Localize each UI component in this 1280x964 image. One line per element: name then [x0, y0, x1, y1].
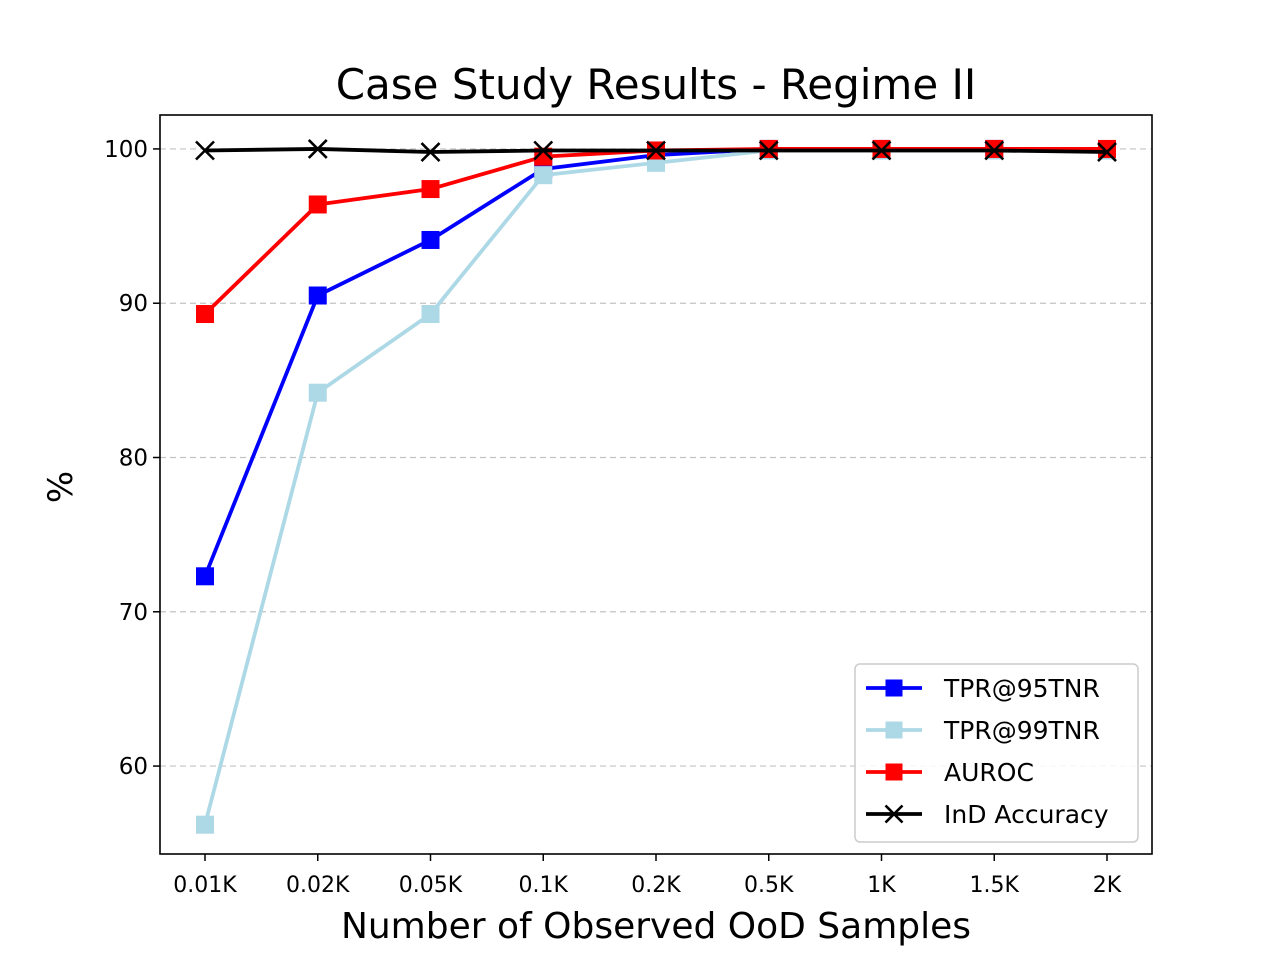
y-tick-label: 60: [119, 754, 148, 780]
data-point: [421, 305, 440, 324]
legend-marker: [884, 804, 904, 824]
data-point: [534, 166, 553, 185]
x-axis: 0.01K 0.02K 0.05K 0.1K 0.2K 0.5K 1K 1.5K 2K: [173, 854, 1122, 898]
series-tpr-95tnr: [196, 139, 1116, 586]
series-ind-accuracy: [195, 139, 1117, 162]
data-point: [1097, 142, 1117, 162]
legend-marker: [885, 721, 903, 739]
x-tick-label: 0.02K: [286, 873, 350, 898]
legend-marker: [885, 679, 903, 697]
legend: TPR@95TNR TPR@99TNR AUROC InD Accuracy: [854, 663, 1139, 843]
data-point: [984, 140, 1005, 161]
data-point: [421, 180, 440, 199]
y-axis-label: %: [41, 471, 81, 503]
x-tick-label: 2K: [1093, 873, 1122, 898]
data-point: [307, 139, 328, 159]
x-tick-label: 0.05K: [399, 873, 463, 898]
marker-stroke: [195, 140, 215, 161]
data-point: [871, 140, 892, 161]
data-point: [196, 815, 214, 834]
chart-title: Case Study Results - Regime II: [336, 60, 977, 109]
marker-stroke: [884, 804, 904, 824]
marker-stroke: [533, 140, 554, 161]
legend-label: InD Accuracy: [944, 800, 1109, 829]
legend-marker: [885, 763, 903, 781]
data-point: [308, 195, 327, 214]
x-tick-label: 0.1K: [519, 873, 569, 898]
data-point: [196, 305, 214, 324]
marker-stroke: [646, 140, 666, 161]
data-point: [195, 140, 215, 161]
x-tick-label: 1K: [867, 873, 896, 898]
legend-label: TPR@95TNR: [943, 674, 1100, 703]
series-line: [203, 147, 1107, 316]
x-tick-label: 1.5K: [970, 873, 1020, 898]
data-point: [421, 230, 440, 249]
marker-stroke: [758, 140, 779, 161]
series-group: [195, 139, 1117, 834]
data-point: [196, 567, 214, 586]
y-axis: 60 70 80 90 100: [104, 137, 160, 780]
data-point: [1098, 139, 1116, 158]
marker-stroke: [984, 140, 1005, 161]
y-tick-label: 70: [119, 600, 148, 626]
legend-item-tpr-95tnr: TPR@95TNR: [866, 674, 1100, 703]
x-tick-label: 0.01K: [173, 873, 237, 898]
marker-stroke: [307, 139, 328, 159]
x-tick-label: 0.5K: [744, 873, 794, 898]
y-tick-label: 100: [104, 137, 148, 163]
legend-item-ind-accuracy: InD Accuracy: [866, 800, 1109, 829]
marker-stroke: [420, 142, 441, 162]
x-tick-label: 0.2K: [631, 873, 681, 898]
y-tick-label: 90: [119, 291, 148, 317]
legend-label: AUROC: [944, 758, 1034, 787]
data-point: [420, 142, 441, 162]
marker-stroke: [1097, 142, 1117, 162]
data-point: [758, 140, 779, 161]
data-point: [533, 140, 554, 161]
data-point: [308, 286, 327, 305]
legend-item-auroc: AUROC: [866, 758, 1034, 787]
x-axis-label: Number of Observed OoD Samples: [341, 906, 971, 947]
legend-label: TPR@99TNR: [943, 716, 1100, 745]
legend-item-tpr-99tnr: TPR@99TNR: [866, 716, 1100, 745]
legend-box: [854, 663, 1139, 843]
data-point: [646, 140, 666, 161]
marker-stroke: [871, 140, 892, 161]
data-point: [308, 383, 327, 402]
series-line: [203, 147, 1108, 578]
y-tick-label: 80: [119, 446, 148, 472]
